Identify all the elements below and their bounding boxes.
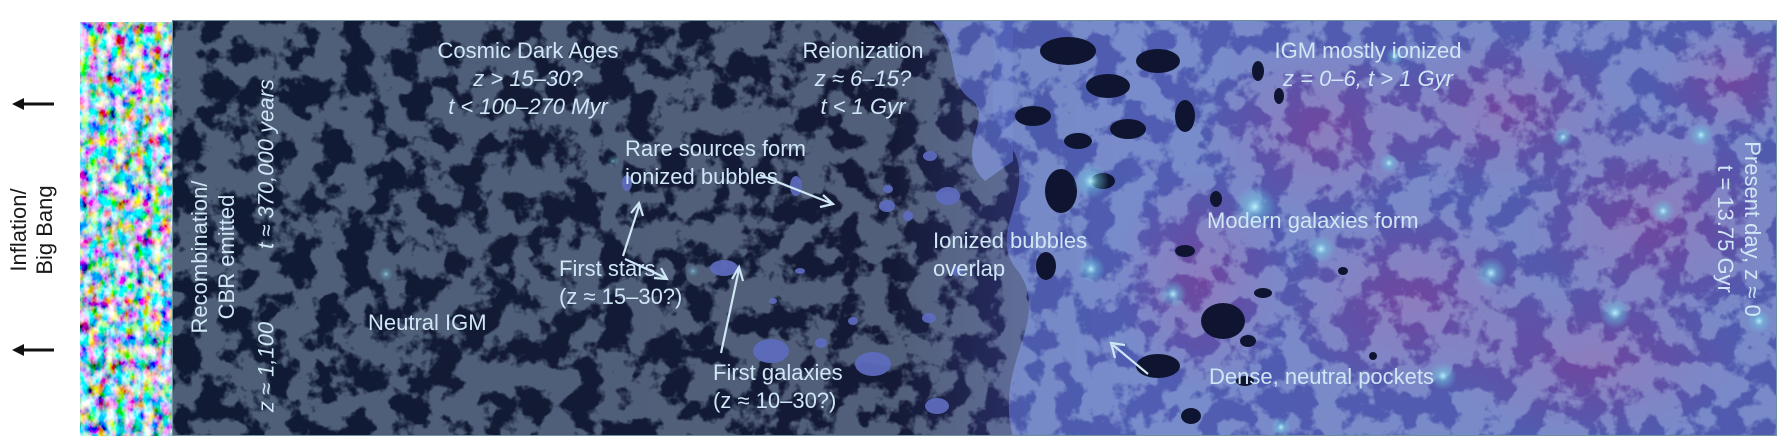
reionization-block: Reionization z ≈ 6–15? t < 1 Gyr: [763, 37, 963, 121]
first-stars-label: First stars (z ≈ 15–30?): [559, 255, 682, 311]
first-galaxies-line2: (z ≈ 10–30?): [713, 388, 837, 413]
bubbles-overlap-label: Ionized bubbles overlap: [933, 227, 1087, 283]
arrow-left-icon: [12, 96, 56, 112]
ionized-title: IGM mostly ionized: [1274, 38, 1462, 63]
dark-ages-block: Cosmic Dark Ages z > 15–30? t < 100–270 …: [383, 37, 673, 121]
first-stars-line1: First stars: [559, 256, 656, 281]
cmb-map-strip: [80, 22, 172, 436]
first-stars-line2: (z ≈ 15–30?): [559, 284, 683, 309]
ionized-block: IGM mostly ionized z = 0–6, t > 1 Gyr: [1233, 37, 1503, 93]
recombination-label: Recombination/ CBR emitted: [186, 181, 240, 334]
bubbles-overlap-line2: overlap: [933, 256, 1006, 281]
reionization-title: Reionization: [802, 38, 924, 63]
recombination-line2: CBR emitted: [214, 194, 239, 320]
inflation-big-bang-label: Inflation/ Big Bang: [2, 155, 62, 305]
reionization-redshift: z ≈ 6–15?: [814, 66, 912, 91]
present-day-label: Present day, z ≈ 0 t = 13.75 Gyr: [1712, 141, 1766, 317]
timeline-panel: Recombination/ CBR emitted t ≈ 370,000 y…: [172, 20, 1777, 436]
rare-sources-label: Rare sources form ionized bubbles: [625, 135, 806, 191]
present-line2: t = 13.75 Gyr: [1713, 165, 1738, 293]
bubbles-overlap-line1: Ionized bubbles: [933, 228, 1088, 253]
dark-ages-redshift: z > 15–30?: [473, 66, 583, 91]
ionized-range: z = 0–6, t > 1 Gyr: [1283, 66, 1453, 91]
arrow-left-icon: [12, 342, 56, 358]
modern-galaxies-label: Modern galaxies form: [1207, 208, 1419, 233]
inflation-label: Inflation/: [6, 188, 31, 272]
recombination-time: t ≈ 370,000 years: [253, 79, 279, 249]
neutral-igm-label: Neutral IGM: [368, 310, 487, 335]
dark-ages-title: Cosmic Dark Ages: [437, 38, 619, 63]
rare-sources-line2: ionized bubbles: [625, 164, 778, 189]
first-galaxies-label: First galaxies (z ≈ 10–30?): [713, 359, 843, 415]
dense-pockets-label: Dense, neutral pockets: [1209, 364, 1435, 389]
dark-ages-time: t < 100–270 Myr: [448, 94, 608, 119]
first-galaxies-line1: First galaxies: [713, 360, 843, 385]
present-line1: Present day, z ≈ 0: [1740, 141, 1765, 317]
recombination-redshift: z ≈ 1,100: [253, 321, 279, 413]
reionization-time: t < 1 Gyr: [820, 94, 906, 119]
rare-sources-line1: Rare sources form: [625, 136, 806, 161]
big-bang-label: Big Bang: [32, 185, 57, 275]
recombination-line1: Recombination/: [187, 180, 212, 334]
